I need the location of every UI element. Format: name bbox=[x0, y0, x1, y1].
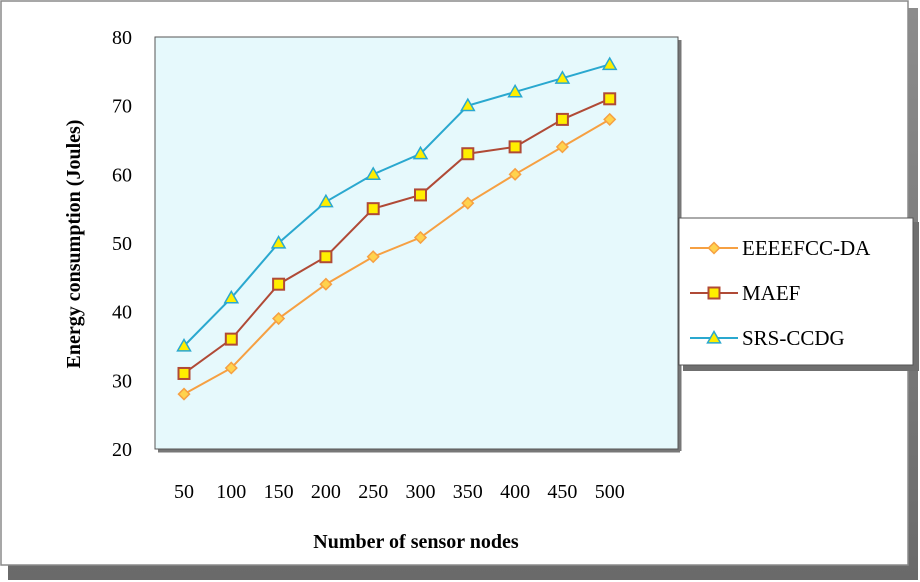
data-point bbox=[510, 141, 521, 152]
y-tick-label: 40 bbox=[112, 302, 132, 324]
data-point bbox=[368, 203, 379, 214]
legend-label: SRS-CCDG bbox=[742, 326, 845, 350]
y-tick-label: 50 bbox=[112, 233, 132, 255]
y-tick-label: 20 bbox=[112, 439, 132, 461]
legend: EEEEFCC-DA MAEF SRS-CCDG bbox=[679, 218, 919, 371]
data-point bbox=[226, 334, 237, 345]
x-tick-label: 200 bbox=[311, 481, 341, 503]
x-tick-label: 300 bbox=[406, 481, 436, 503]
y-axis-title: Energy consumption (Joules) bbox=[63, 120, 85, 369]
y-tick-label: 70 bbox=[112, 96, 132, 118]
x-tick-label: 150 bbox=[264, 481, 294, 503]
data-point bbox=[179, 368, 190, 379]
data-point bbox=[462, 148, 473, 159]
data-point bbox=[320, 251, 331, 262]
x-tick-label: 100 bbox=[216, 481, 246, 503]
x-tick-label: 400 bbox=[500, 481, 530, 503]
legend-label: EEEEFCC-DA bbox=[742, 236, 871, 260]
plot-area bbox=[155, 37, 678, 449]
y-tick-label: 80 bbox=[112, 27, 132, 49]
data-point bbox=[604, 93, 615, 104]
x-tick-label: 50 bbox=[174, 481, 194, 503]
x-tick-label: 450 bbox=[547, 481, 577, 503]
y-tick-label: 60 bbox=[112, 164, 132, 186]
x-tick-label: 350 bbox=[453, 481, 483, 503]
data-point bbox=[273, 279, 284, 290]
y-tick-label: 30 bbox=[112, 370, 132, 392]
data-point bbox=[557, 114, 568, 125]
x-tick-label: 250 bbox=[358, 481, 388, 503]
x-tick-label: 500 bbox=[595, 481, 625, 503]
legend-label: MAEF bbox=[742, 281, 800, 305]
legend-swatch-marker bbox=[709, 288, 720, 299]
data-point bbox=[415, 189, 426, 200]
x-axis-title: Number of sensor nodes bbox=[313, 531, 519, 553]
